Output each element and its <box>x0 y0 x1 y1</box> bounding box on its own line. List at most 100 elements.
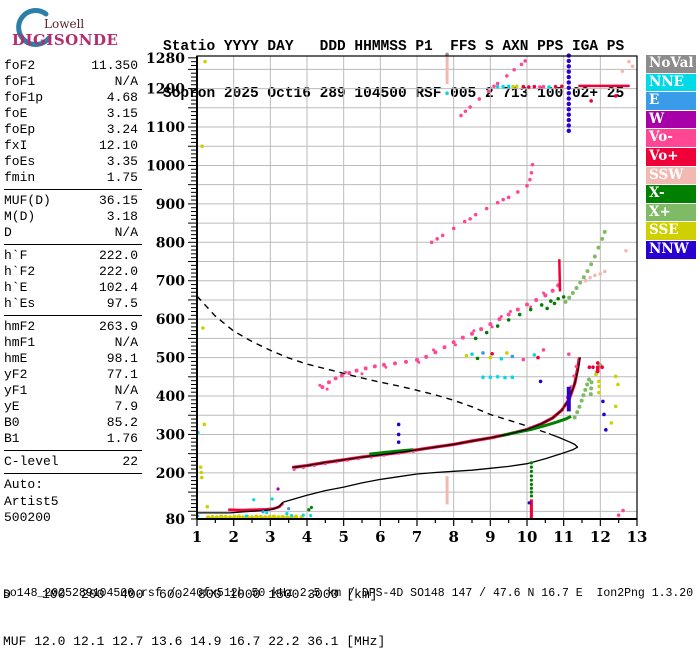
param-row: h`Es 97.5 <box>4 296 138 312</box>
series-f1-xplus-cusp <box>586 377 591 382</box>
series-noise-purple <box>276 487 280 491</box>
param-label: foEs <box>4 154 36 169</box>
series-spread-cyan <box>503 375 507 380</box>
series-salmon-dots-right <box>583 278 588 283</box>
x-axis-label: 1 <box>192 528 202 546</box>
series-f2-hop-xplus-cusp <box>585 269 590 274</box>
autoscaling-info: Auto: <box>4 477 44 492</box>
series-f2-hop-pink-scatter <box>454 343 457 347</box>
legend-item-ssw: SSW <box>646 166 696 185</box>
series-htop-cyan <box>495 84 500 89</box>
series-f2-hop-pink-scatter <box>318 383 322 387</box>
series-f1-pink-fringe <box>574 364 578 369</box>
param-value: 77.1 <box>106 367 138 382</box>
series-nnw-dashes <box>396 440 401 444</box>
series-f2-hop-pink-scatter <box>417 360 421 364</box>
series-f2-hop-xplus-cusp <box>570 291 575 296</box>
param-label: hmF2 <box>4 319 36 334</box>
series-noise-yellow <box>199 470 204 475</box>
series-yellow-right <box>597 379 601 384</box>
series-f3-hop-pink <box>525 184 529 188</box>
echo-direction-legend: NoVal NNE E W Vo- Vo+ SSW X- X+ SSE NNW <box>646 55 696 260</box>
param-row: B1 1.76 <box>4 431 138 447</box>
file-info-line: so148_2025289104500.rsf / 240fx512h 50 k… <box>3 587 694 600</box>
series-f2-hop-x-trace-green <box>556 296 560 301</box>
series-yellow-right <box>613 374 618 379</box>
series-f2-hop-o-trace-pink <box>372 364 377 369</box>
series-vdots-green-10mhz <box>529 474 534 478</box>
series-vline-nnw-top <box>566 64 571 69</box>
series-f2-hop-x-trace-green <box>549 299 553 303</box>
param-value: 85.2 <box>106 415 138 430</box>
series-htop-pink <box>541 84 546 89</box>
series-spread-yellow <box>488 355 493 360</box>
y-axis-label: 900 <box>156 197 185 213</box>
x-axis-label: 11 <box>553 528 574 546</box>
series-spread-cyan <box>495 375 500 379</box>
param-value: N/A <box>114 383 138 398</box>
param-value: 3.24 <box>106 122 138 137</box>
param-label: hmE <box>4 351 28 366</box>
param-label: foF2 <box>4 58 36 73</box>
series-f2-hop-x-trace-green <box>473 336 478 341</box>
series-vdots-green-10mhz <box>529 482 534 487</box>
muf-distance-table: D 100 200 400 600 800 1000 1500 3000 [km… <box>3 556 385 665</box>
series-f2-hop-pink-scatter <box>384 365 388 369</box>
series-salmon-dots-right <box>588 275 592 280</box>
series-htop-pink <box>538 85 542 89</box>
series-spread-pink <box>616 513 621 517</box>
series-salmon-dots-right <box>624 248 628 253</box>
param-label: fmin <box>4 170 36 185</box>
series-spread-cyan <box>499 356 504 361</box>
series-spread-cyan <box>488 375 493 379</box>
separator-line <box>4 315 142 316</box>
series-spread-cyan <box>532 353 537 357</box>
series-htop-cyan <box>547 85 551 89</box>
series-f2-hop-pink-scatter <box>360 372 364 376</box>
muf-row: MUF 12.0 12.1 12.7 13.6 14.9 16.7 22.2 3… <box>3 633 386 649</box>
series-vline-nnw-top <box>566 58 571 64</box>
series-red-cross-right <box>600 365 604 370</box>
separator-line <box>4 189 142 190</box>
series-f3-hop-pink <box>451 226 456 231</box>
series-nnw-dashes <box>396 432 401 437</box>
param-label: yF1 <box>4 383 28 398</box>
series-f2-hop-pink-scatter <box>325 387 329 391</box>
series-f3-hop-pink <box>516 190 520 194</box>
series-vline-nnw-top <box>566 107 571 112</box>
series-htop-red <box>560 84 564 89</box>
param-label: foE <box>4 106 28 121</box>
series-f3-hop-pink <box>440 233 445 238</box>
series-htop-red <box>521 84 526 89</box>
series-htop-yellow <box>511 84 515 89</box>
series-f3-hop-pink <box>462 219 467 224</box>
series-transmission-curve-dashed <box>196 295 550 435</box>
series-f2-hop-o-trace-pink <box>347 370 352 375</box>
y-axis-label: 800 <box>156 235 185 251</box>
series-salmon-dots-right <box>620 69 625 74</box>
series-f1-fit-line-black <box>292 357 581 469</box>
series-yellow-right <box>616 382 620 387</box>
param-row: hmF2 263.9 <box>4 319 138 335</box>
series-f2-hop-pink-scatter <box>529 305 533 309</box>
series-f2-hop-x-trace-green <box>517 312 522 317</box>
measurement-header: Statio YYYY DAY DDD HHMMSS P1 FFS S AXN … <box>163 9 624 118</box>
series-noise-cyan <box>285 512 289 516</box>
series-f3-hop-pink <box>528 177 532 182</box>
series-noise-cyan <box>290 513 294 518</box>
series-f2-hop-xplus-cusp <box>581 275 586 280</box>
series-f4-hop-pink <box>512 67 516 72</box>
series-f2-hop-x-trace-green <box>561 295 566 299</box>
distance-row: D 100 200 400 600 800 1000 1500 3000 [km… <box>3 587 378 602</box>
param-row: h`F 222.0 <box>4 248 138 264</box>
series-vline-nnw-top <box>566 101 571 107</box>
series-noise-yellow <box>200 144 204 149</box>
series-red-cross-right <box>595 367 600 371</box>
series-f3-hop-pink <box>468 217 472 221</box>
series-es-trace-yellow <box>293 514 299 519</box>
param-label: C-level <box>4 454 59 469</box>
param-label: h`E <box>4 280 28 295</box>
param-row: B0 85.2 <box>4 415 138 431</box>
series-salmon-dots-right <box>602 269 607 274</box>
series-spread-yellow <box>505 351 509 355</box>
